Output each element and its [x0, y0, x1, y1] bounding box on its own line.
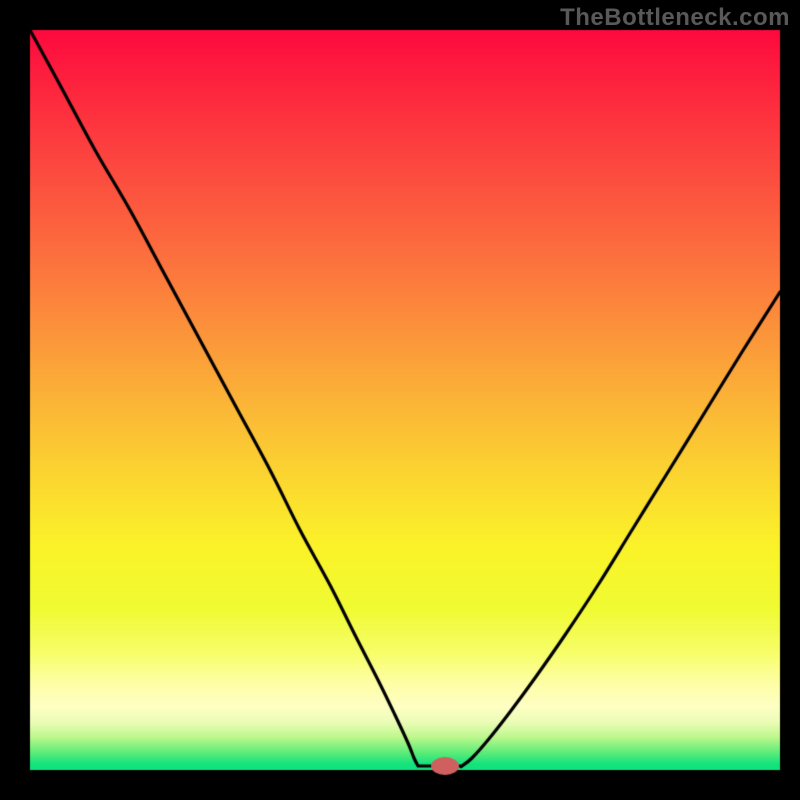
gradient-v-chart — [0, 0, 800, 800]
chart-stage: TheBottleneck.com — [0, 0, 800, 800]
